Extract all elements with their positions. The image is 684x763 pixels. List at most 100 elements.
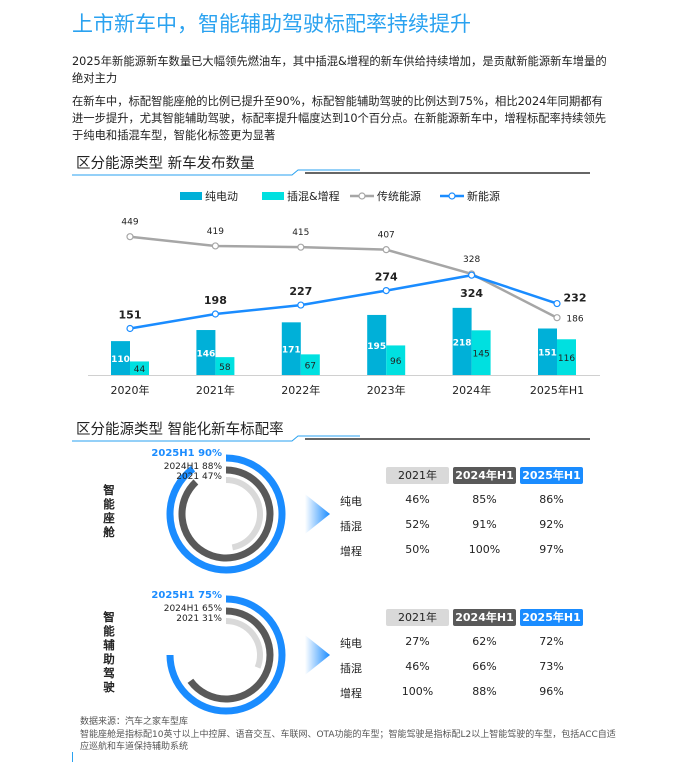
point-label: 232: [564, 292, 587, 305]
table-header: 2025年H1: [520, 467, 583, 484]
row-label: 插混: [340, 662, 362, 675]
table-cell: 27%: [405, 635, 430, 648]
table-cell: 96%: [539, 685, 564, 698]
table-cell: 91%: [472, 518, 497, 531]
row-label: 增程: [340, 687, 362, 700]
ring-arc: [166, 595, 286, 715]
line-point: [553, 299, 561, 308]
legend-item: 传统能源: [350, 189, 421, 203]
row-label: 插混: [340, 520, 362, 533]
page-marker: [72, 752, 73, 762]
arrow-icon: [305, 635, 330, 675]
line-point: [126, 324, 134, 333]
legend-item: 插混&增程: [262, 189, 340, 203]
table-header: 2024年H1: [453, 467, 516, 484]
legend-item: 纯电动: [180, 190, 238, 203]
bar-label: 151: [538, 349, 557, 359]
bar-label: 44: [134, 365, 146, 375]
x-tick-label: 2021年: [196, 383, 235, 397]
legend-label: 传统能源: [377, 189, 421, 203]
bar: [130, 361, 149, 375]
table-cell: 88%: [472, 685, 497, 698]
bar: [196, 330, 216, 375]
bar: [300, 354, 320, 375]
ring-label: 2024H1 65%: [163, 604, 222, 614]
arrow-icon: [305, 494, 330, 534]
bar: [471, 330, 491, 375]
line-point: [382, 246, 390, 254]
table-cell: 62%: [472, 635, 497, 648]
summary-paragraph-2: 在新车中，标配智能座舱的比例已提升至90%，标配智能辅助驾驶的比例达到75%，相…: [72, 95, 607, 142]
bar: [557, 339, 576, 375]
x-tick-label: 2023年: [367, 383, 406, 397]
row-label: 增程: [340, 545, 362, 558]
x-tick-label: 2022年: [281, 383, 320, 397]
point-label: 198: [204, 294, 227, 307]
table-cell: 72%: [539, 635, 564, 648]
bar-label: 116: [558, 354, 575, 364]
bar-label: 171: [282, 346, 301, 356]
ring-arc: [178, 466, 274, 562]
point-label: 274: [375, 271, 398, 284]
ring-arc: [187, 607, 274, 703]
radial-chart: [166, 454, 330, 574]
release-count-chart: 纯电动 插混&增程 传统能源 新能源 2020年 2021年 2022年 2023年 2024年…: [88, 189, 600, 397]
section-title-smart-rate: 区分能源类型 智能化新车标配率: [76, 422, 284, 438]
table-cell: 50%: [405, 543, 430, 556]
legend-swatch: [180, 192, 202, 200]
section-divider: [72, 169, 590, 176]
point-label: 415: [292, 228, 309, 238]
radial-chart: [166, 595, 330, 715]
category-label: 智能座舱: [103, 483, 115, 539]
line-point: [297, 301, 305, 309]
point-label: 324: [460, 287, 483, 300]
table-cell: 73%: [539, 660, 564, 673]
table-cell: 97%: [539, 543, 564, 556]
legend-item: 新能源: [440, 189, 500, 203]
line-point: [553, 314, 561, 322]
table-cell: 66%: [472, 660, 497, 673]
line-point: [126, 233, 134, 241]
line-point: [297, 243, 305, 251]
point-label: 449: [121, 218, 138, 228]
table-header: 2021年: [386, 467, 449, 484]
bar: [452, 307, 472, 375]
bar: [538, 328, 557, 375]
ring-label: 2021 47%: [176, 472, 222, 482]
bar-label: 218: [453, 338, 472, 348]
legend-label: 新能源: [467, 189, 500, 203]
row-label: 纯电: [340, 637, 362, 650]
bar: [215, 357, 235, 375]
x-tick-label: 2020年: [111, 383, 150, 397]
bar-label: 58: [219, 363, 231, 373]
bar-label: 110: [111, 355, 130, 365]
line-point: [211, 242, 219, 250]
page-title: 上市新车中，智能辅助驾驶标配率持续提升: [72, 12, 471, 36]
footnote: 数据来源：汽车之家车型库 智能座舱是指标配10英寸以上中控屏、语音交互、车联网、…: [80, 716, 620, 754]
table-header: 2024年H1: [453, 609, 516, 626]
point-label: 407: [378, 231, 395, 241]
point-label: 186: [566, 315, 583, 325]
table-cell: 86%: [539, 493, 564, 506]
table-cell: 52%: [405, 518, 430, 531]
bar-label: 96: [390, 357, 402, 367]
ring-label: 2025H1 90%: [151, 448, 222, 459]
table-cell: 92%: [539, 518, 564, 531]
section-divider: [72, 435, 590, 442]
ring-arc: [225, 618, 263, 669]
point-label: 328: [463, 255, 480, 265]
ring-arc: [166, 454, 286, 574]
series-line: [129, 273, 558, 330]
data-source: 数据来源：汽车之家车型库: [80, 717, 189, 727]
line-point: [211, 310, 219, 318]
bar-label: 146: [197, 350, 216, 360]
bar-label: 67: [305, 362, 316, 372]
table-cell: 46%: [405, 660, 430, 673]
point-label: 419: [207, 227, 224, 237]
x-tick-label: 2025年H1: [530, 383, 584, 397]
summary-paragraph-1: 2025年新能源新车数量已大幅领先燃油车，其中插混&增程的新车供给持续增加，是贡…: [72, 55, 607, 85]
ring-label: 2021 31%: [176, 614, 222, 624]
category-label: 智能辅助驾驶: [103, 610, 115, 694]
x-tick-label: 2024年: [452, 383, 491, 397]
line-point: [468, 271, 476, 279]
